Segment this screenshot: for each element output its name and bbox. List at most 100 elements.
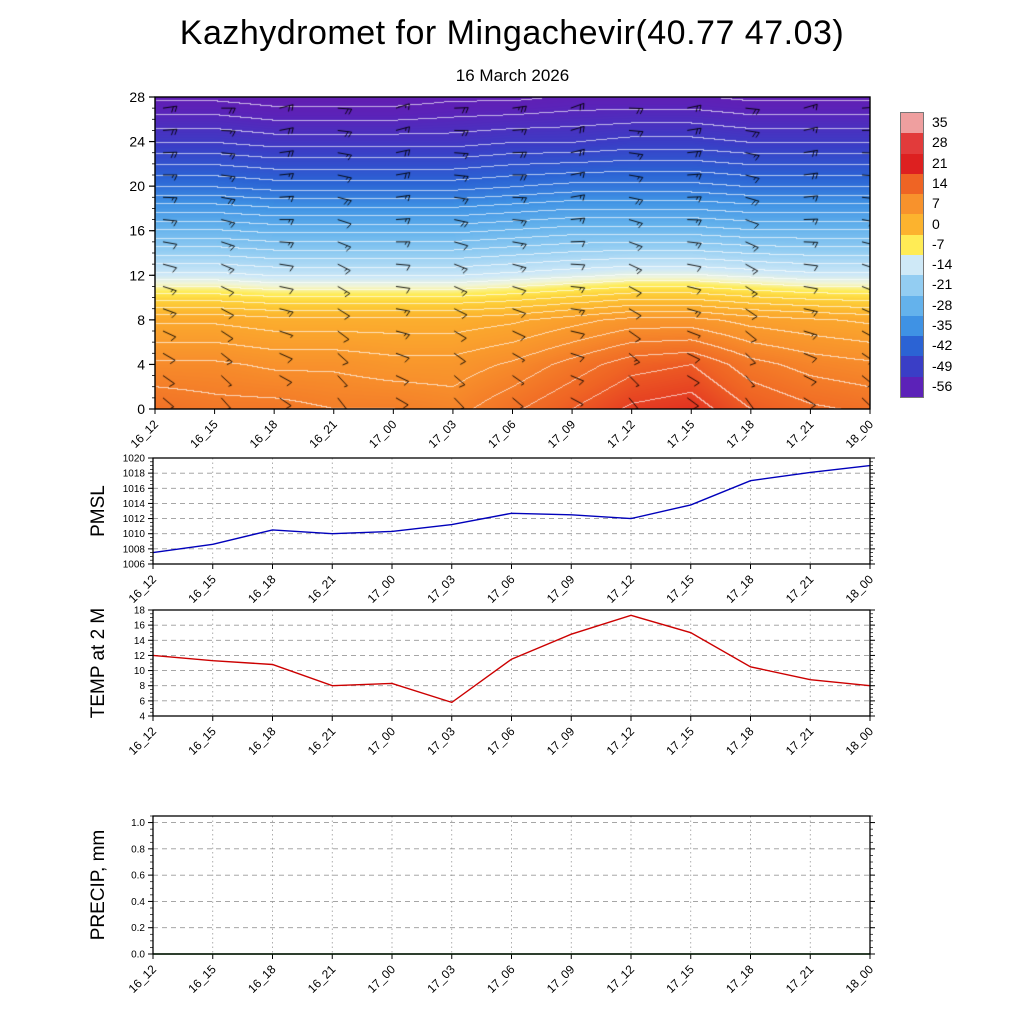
y-tick-label: 14 [134,636,146,647]
x-tick-label: 17_00 [365,724,399,758]
colorbar-tick-label: -28 [932,296,953,313]
x-tick-label: 16_15 [185,724,219,758]
colorbar-tick-label: 21 [932,154,948,171]
x-tick-label: 16_12 [126,962,160,996]
colorbar-tick-label: -35 [932,317,953,333]
x-tick-label: 17_06 [484,572,518,606]
x-tick-label: 17_09 [544,572,578,606]
x-tick-label: 17_18 [723,724,757,758]
y-tick-label: 16 [129,223,145,239]
x-tick-label: 16_18 [245,572,279,606]
x-tick-label: 17_12 [604,417,638,451]
y-tick-label: 24 [129,134,145,150]
page-subtitle: 16 March 2026 [455,66,570,85]
x-tick-label: 17_06 [485,417,519,451]
y-tick-label: 0 [137,401,145,417]
colorbar-cell [901,356,923,377]
x-tick-label: 17_15 [663,724,697,758]
y-tick-label: 0.4 [131,897,145,908]
x-tick-label: 18_00 [843,417,877,451]
y-tick-label: 0.2 [131,923,145,934]
x-tick-label: 16_18 [247,417,281,451]
x-tick-label: 17_09 [544,724,578,758]
y-tick-label: 8 [139,681,145,692]
x-tick-label: 17_12 [604,572,638,606]
x-tick-label: 16_12 [126,572,160,606]
y-tick-label: 1.0 [131,818,145,829]
precip-ylabel: PRECIP, mm [88,829,109,941]
colorbar-tick-label: -14 [932,256,953,273]
x-tick-label: 17_21 [783,962,817,996]
y-tick-label: 1016 [123,484,146,495]
x-tick-label: 17_15 [663,572,697,606]
x-tick-label: 17_00 [366,417,400,451]
colorbar-tick-label: 14 [932,175,948,191]
colorbar-tick-label: -56 [932,377,953,394]
x-tick-label: 17_00 [365,962,399,996]
x-tick-label: 17_00 [365,572,399,606]
colorbar-tick-label: 7 [932,195,940,212]
x-tick-label: 18_00 [843,962,877,996]
x-tick-label: 17_21 [783,417,817,451]
x-tick-label: 16_21 [305,724,339,758]
colorbar-tick-label: -49 [932,357,953,374]
colorbar-cell [901,254,923,276]
colorbar-tick-label: -42 [932,337,953,354]
x-tick-label: 16_15 [187,417,221,451]
y-tick-label: 16 [134,621,146,632]
colorbar-tick-label: -7 [932,235,945,252]
colorbar-cell [901,133,923,154]
y-tick-label: 28 [129,89,145,105]
x-tick-label: 16_21 [305,962,339,996]
x-tick-label: 16_15 [185,572,219,606]
temp_2m-line [152,614,871,704]
x-tick-label: 17_09 [545,417,579,451]
colorbar-cell [901,275,923,296]
y-tick-label: 1020 [123,454,146,465]
y-tick-label: 8 [137,312,145,328]
y-tick-label: 0.0 [131,950,145,961]
y-tick-label: 1012 [123,514,146,525]
x-tick-label: 18_00 [843,724,877,758]
x-tick-label: 16_12 [128,417,162,451]
colorbar-cell [901,315,923,337]
x-tick-label: 17_15 [664,417,698,451]
colorbar-cell [901,153,923,174]
colorbar-cell [901,194,923,215]
colorbar-tick-label: -21 [932,276,953,293]
pmsl-ylabel: PMSL [88,485,109,537]
x-tick-label: 16_18 [245,962,279,996]
x-tick-label: 16_12 [126,724,160,758]
colorbar-cell [901,376,923,397]
x-tick-label: 17_12 [604,962,638,996]
x-tick-label: 16_21 [306,417,340,451]
x-tick-label: 17_12 [604,724,638,758]
y-tick-label: 1014 [123,499,146,510]
y-tick-label: 6 [139,696,145,707]
x-tick-label: 17_03 [426,417,460,451]
colorbar-cell [901,214,923,235]
x-tick-label: 18_00 [843,572,877,606]
colorbar-cell [901,295,923,316]
temperature-cross-section-plot [155,97,870,409]
y-tick-label: 4 [137,356,145,372]
y-tick-label: 1018 [123,469,146,480]
x-tick-label: 16_15 [185,962,219,996]
y-tick-label: 12 [134,651,146,662]
y-tick-label: 1006 [123,560,146,571]
y-tick-label: 12 [129,267,145,283]
x-tick-label: 17_18 [723,417,757,451]
page-title: Kazhydromet for Mingachevir(40.77 47.03) [179,14,845,52]
colorbar-cell [901,336,923,357]
y-tick-label: 4 [139,712,145,723]
y-tick-label: 0.8 [131,844,145,855]
x-tick-label: 17_21 [783,724,817,758]
x-tick-label: 17_18 [723,962,757,996]
x-tick-label: 17_09 [544,962,578,996]
y-tick-label: 20 [129,178,145,194]
colorbar-cell [901,234,923,255]
x-tick-label: 17_03 [424,724,458,758]
x-tick-label: 17_21 [783,572,817,606]
colorbar-tick-label: 0 [932,215,940,232]
